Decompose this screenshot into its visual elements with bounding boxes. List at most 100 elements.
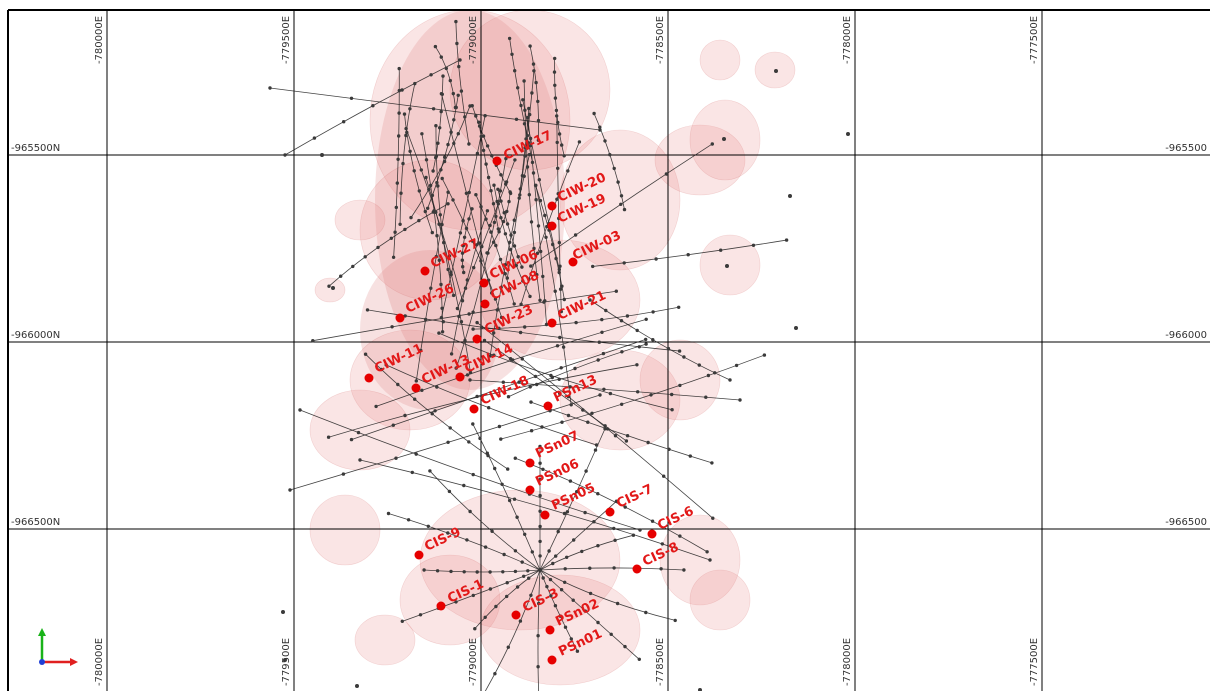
sample-point [462, 483, 466, 488]
sample-point [558, 391, 562, 396]
sample-point [477, 120, 481, 124]
sample-point [298, 408, 302, 412]
sample-point [502, 211, 506, 215]
sample-point [506, 645, 510, 649]
sample-point [535, 382, 539, 387]
sample-point [427, 187, 431, 192]
sample-point [403, 227, 407, 232]
sample-point [433, 409, 437, 413]
sample-point [490, 529, 494, 533]
sample-point [441, 320, 445, 324]
sample-point [525, 133, 530, 138]
sample-point [513, 158, 517, 162]
sample-point [400, 88, 404, 92]
survey-trace [537, 569, 541, 691]
sample-point [435, 385, 439, 389]
northing-label: -966000N [11, 330, 60, 341]
sample-point [497, 424, 502, 429]
sample-point [605, 427, 610, 431]
sample-point [530, 550, 534, 554]
sample-point [471, 310, 475, 314]
sample-point [722, 137, 726, 141]
sample-point [434, 254, 438, 259]
sample-point [535, 273, 539, 277]
sample-point [458, 231, 463, 235]
sample-point [499, 216, 503, 220]
sample-point [577, 140, 582, 144]
survey-trace [515, 457, 708, 553]
sample-point [393, 230, 397, 234]
sample-point [437, 331, 441, 335]
sample-point [418, 613, 423, 617]
sample-point [288, 488, 292, 492]
sample-point [401, 161, 405, 166]
sample-point [475, 243, 479, 247]
sample-point [516, 255, 520, 259]
survey-trace [455, 21, 470, 145]
northing-label: -966500N [11, 517, 60, 528]
sample-point [616, 180, 620, 184]
sample-point [446, 267, 450, 272]
sample-point [508, 357, 513, 361]
sample-point [575, 490, 579, 494]
sample-point [433, 44, 438, 49]
sample-point [601, 351, 606, 356]
sample-point [521, 279, 525, 283]
sample-point [504, 180, 509, 184]
sample-point [471, 472, 475, 477]
sample-point [463, 115, 467, 119]
easting-label: -778500E [655, 638, 666, 686]
sample-point [499, 285, 503, 289]
survey-trace [351, 339, 646, 440]
sample-point [412, 169, 416, 173]
sample-point [494, 243, 498, 248]
sample-point [614, 289, 618, 293]
sample-point [544, 322, 549, 327]
sample-point [536, 634, 540, 638]
sample-point [558, 335, 562, 340]
sample-point [565, 510, 570, 514]
sample-point [538, 568, 542, 572]
sample-point [461, 219, 465, 223]
sample-point [527, 277, 531, 281]
sample-point [678, 534, 682, 538]
sample-point [430, 230, 434, 235]
sample-point [423, 317, 428, 322]
sample-point [452, 141, 456, 146]
sample-point [390, 325, 394, 329]
sample-point [395, 181, 399, 185]
sample-point [468, 509, 472, 514]
sample-point [495, 199, 499, 204]
sample-point [397, 134, 401, 138]
sample-point [439, 55, 443, 59]
sample-point [424, 175, 428, 180]
sample-point [349, 96, 354, 101]
sample-point [600, 317, 604, 322]
sample-point [513, 569, 518, 574]
sample-point [394, 205, 398, 210]
sample-point [485, 451, 489, 455]
sample-point [566, 413, 571, 418]
sample-point [435, 234, 439, 238]
easting-label: -778000E [842, 638, 853, 686]
survey-trace [441, 178, 503, 318]
sample-point [514, 117, 519, 122]
sample-point [465, 278, 469, 282]
sample-point [638, 528, 642, 532]
sample-point [454, 600, 458, 604]
sample-point [513, 549, 518, 553]
sample-point [529, 429, 534, 433]
sample-point [374, 404, 378, 409]
sample-point [794, 326, 798, 330]
sample-point [523, 532, 527, 536]
sample-point [449, 130, 453, 134]
sample-point [431, 107, 436, 111]
sample-point [688, 454, 692, 458]
sample-point [399, 191, 403, 195]
sample-point [622, 261, 626, 265]
sample-point [559, 588, 564, 592]
sample-point [505, 276, 509, 280]
